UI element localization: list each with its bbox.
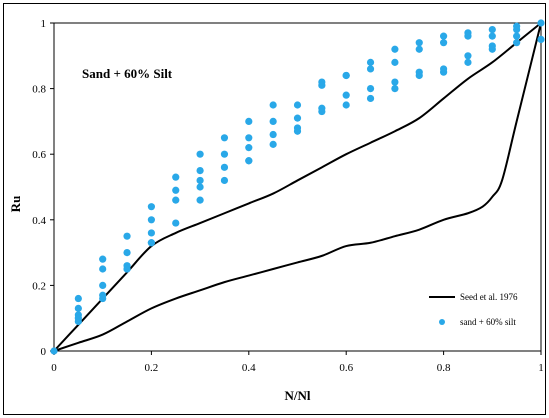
data-point [245,134,253,142]
data-point [147,216,155,224]
data-point [537,19,545,27]
data-point [513,39,521,47]
data-point [391,85,399,93]
chart-svg: 0 0.2 0.4 0.6 0.8 1 0 0.2 0.4 0.6 0.8 1 Sand + 60% … [8,18,545,403]
data-point [220,163,229,171]
data-point [245,117,253,125]
data-point [366,58,375,66]
data-point [391,58,399,66]
data-point [74,317,82,326]
data-point [342,101,350,109]
data-point [196,183,204,191]
plot-border [53,22,542,352]
data-point [488,45,496,53]
data-point [220,150,229,158]
data-point [391,45,399,53]
data-point [440,68,448,76]
legend-point-swatch [439,319,445,325]
chart-annotation: Sand + 60% Silt [82,66,173,81]
data-point [415,45,423,53]
y-tick-label: 0.8 [32,84,46,96]
x-tick-label: 0.8 [437,362,451,374]
data-point [415,39,423,47]
data-point [318,107,326,116]
data-point [172,186,180,194]
data-point [293,101,302,109]
data-point [269,130,277,139]
data-point [172,196,180,204]
data-point [366,85,375,93]
data-point [196,196,204,204]
data-point [50,347,58,355]
data-point [147,203,155,211]
data-point [245,144,253,152]
data-point [196,167,204,175]
x-tick-label: 0 [51,362,57,374]
data-point [318,81,326,89]
data-point [220,134,229,142]
y-tick-label: 0.2 [32,280,46,292]
data-point [123,265,131,273]
data-point [99,255,107,263]
data-point [488,32,496,40]
data-point [440,32,448,40]
y-tick-label: 0.6 [32,149,46,161]
data-point [366,94,375,103]
data-point [99,294,107,303]
data-point [99,281,107,289]
data-point [220,176,229,185]
data-point [513,32,521,40]
data-point [269,117,277,125]
data-point [513,25,521,34]
data-point [147,239,155,247]
data-point [269,140,277,148]
y-tick-label: 0 [41,346,47,358]
data-point [366,65,375,73]
data-point [464,52,472,60]
data-point [74,294,82,303]
seed-curve-upper [53,22,542,352]
point-layer [50,19,545,355]
x-tick-label: 0.6 [339,362,353,374]
x-axis-label: N/Nl [285,388,311,403]
data-point [123,249,131,257]
data-point [172,219,180,227]
chart-frame: 0 0.2 0.4 0.6 0.8 1 0 0.2 0.4 0.6 0.8 1 Sand + 60% … [3,3,546,415]
data-point [391,78,399,86]
data-point [293,114,302,122]
data-point [74,304,82,312]
data-point [537,35,545,43]
data-point [123,232,131,240]
legend-label-seed: Seed et al. 1976 [460,292,518,302]
x-tick-label: 1 [538,362,544,374]
data-point [440,39,448,47]
x-tick-label: 0.2 [145,362,159,374]
data-point [342,71,350,80]
legend-label-sand-silt: sand + 60% silt [460,317,516,327]
data-point [464,32,472,40]
data-point [293,127,302,135]
data-point [415,71,423,80]
data-point [196,150,204,158]
seed-curve-lower [53,22,542,352]
data-point [147,229,155,237]
plot-area: 0 0.2 0.4 0.6 0.8 1 0 0.2 0.4 0.6 0.8 1 [32,18,545,374]
data-point [488,25,496,34]
ticks-layer: 0 0.2 0.4 0.6 0.8 1 0 0.2 0.4 0.6 0.8 1 [32,18,544,374]
curve-layer [53,22,542,352]
legend: Seed et al. 1976 sand + 60% silt [422,286,532,332]
data-point [269,101,277,109]
data-point [464,58,472,66]
y-tick-label: 1 [41,18,47,30]
y-axis-label: Ru [8,196,23,213]
data-point [342,91,350,99]
data-point [245,157,253,165]
data-point [99,265,107,273]
data-point [196,176,204,185]
data-point [172,173,180,181]
x-tick-label: 0.4 [242,362,256,374]
y-tick-label: 0.4 [32,215,46,227]
